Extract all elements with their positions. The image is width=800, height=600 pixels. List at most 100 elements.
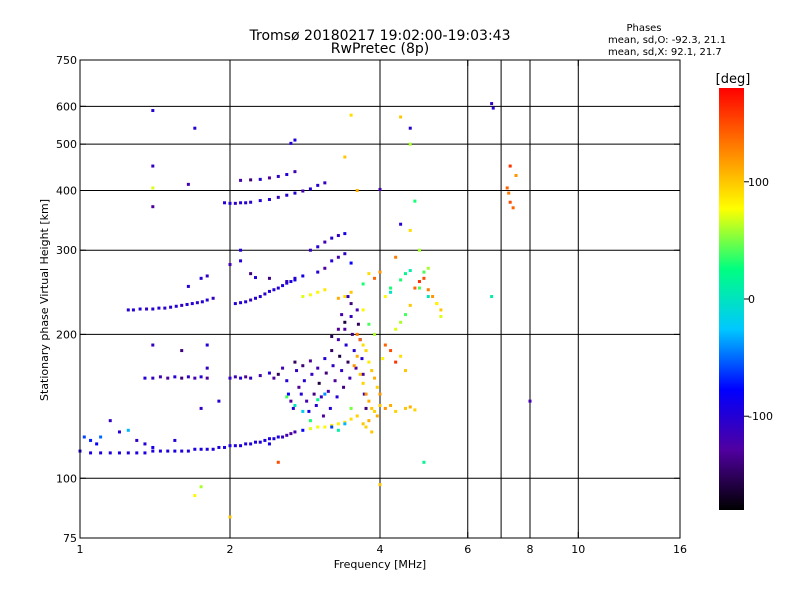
echo-point	[291, 406, 295, 410]
echo-point	[244, 375, 248, 379]
echo-point	[151, 164, 155, 168]
y-tick-label: 500	[56, 138, 77, 151]
echo-point	[336, 255, 340, 259]
y-tick-label: 300	[56, 244, 77, 257]
echo-point	[330, 423, 334, 427]
phases-x-line: mean, sd,X: 92.1, 21.7	[608, 47, 722, 58]
colorbar-tick-label: 100	[748, 176, 769, 189]
echo-point	[343, 327, 347, 331]
echo-point	[258, 177, 262, 181]
echo-point	[108, 451, 112, 455]
echo-point	[233, 444, 237, 448]
echo-point	[276, 195, 280, 199]
echo-point	[349, 290, 353, 294]
echo-point	[131, 308, 135, 312]
echo-point	[417, 280, 421, 284]
echo-point	[143, 451, 147, 455]
x-tick-label: 2	[227, 543, 234, 556]
echo-point	[364, 392, 368, 396]
echo-point	[399, 115, 403, 119]
echo-point	[319, 395, 323, 399]
y-tick-label: 75	[63, 532, 77, 545]
echo-point	[439, 314, 443, 318]
echo-point	[163, 306, 167, 310]
echo-point	[135, 451, 139, 455]
echo-point	[193, 126, 197, 130]
x-tick-label: 10	[571, 543, 585, 556]
echo-point	[180, 349, 184, 353]
echo-point	[293, 403, 297, 407]
y-tick-label: 400	[56, 184, 77, 197]
echo-point	[330, 425, 334, 429]
echo-point	[383, 343, 387, 347]
echo-point	[289, 280, 293, 284]
y-axis-label: Stationary phase Virtual Height [km]	[38, 199, 51, 401]
echo-point	[126, 308, 130, 312]
echo-point	[349, 302, 353, 306]
echo-point	[370, 369, 374, 373]
echo-point	[417, 286, 421, 290]
echo-point	[352, 349, 356, 353]
echo-point	[364, 425, 368, 429]
echo-point	[417, 248, 421, 252]
echo-point	[355, 308, 359, 312]
echo-point	[335, 395, 339, 399]
echo-point	[151, 445, 155, 449]
echo-point	[316, 290, 320, 294]
echo-point	[205, 447, 209, 451]
echo-point	[378, 187, 382, 191]
echo-point	[330, 349, 334, 353]
echo-point	[439, 308, 443, 312]
phases-o-line: mean, sd,O: -92.3, 21.1	[608, 35, 726, 46]
echo-point	[285, 173, 289, 177]
echo-point	[276, 460, 280, 464]
echo-point	[355, 414, 359, 418]
echo-point	[301, 274, 305, 278]
echo-point	[399, 222, 403, 226]
echo-point	[293, 191, 297, 195]
echo-point	[233, 375, 237, 379]
echo-point	[143, 376, 147, 380]
echo-point	[244, 442, 248, 446]
echo-point	[408, 126, 412, 130]
echo-point	[193, 447, 197, 451]
echo-point	[312, 392, 316, 396]
echo-point	[228, 515, 232, 519]
x-tick-label: 6	[464, 543, 471, 556]
echo-point	[239, 301, 243, 305]
echo-point	[348, 376, 352, 380]
echo-point	[138, 307, 142, 311]
echo-point	[151, 343, 155, 347]
echo-point	[190, 302, 194, 306]
echo-point	[200, 300, 204, 304]
echo-point	[408, 228, 412, 232]
echo-point	[249, 442, 253, 446]
echo-point	[316, 183, 320, 187]
echo-point	[272, 376, 276, 380]
echo-point	[253, 296, 257, 300]
echo-point	[186, 284, 190, 288]
echo-point	[276, 286, 280, 290]
echo-point	[267, 276, 271, 280]
colorbar-tick-label: -100	[748, 410, 773, 423]
echo-point	[244, 300, 248, 304]
echo-point	[331, 364, 335, 368]
echo-point	[491, 106, 495, 110]
colorbar-ticks: 100 0 -100	[744, 176, 773, 423]
echo-point	[399, 278, 403, 282]
echo-point	[151, 109, 155, 113]
echo-point	[375, 385, 379, 389]
echo-point	[285, 280, 289, 284]
echo-point	[355, 332, 359, 336]
echo-point	[267, 371, 271, 375]
echo-point	[301, 364, 305, 368]
echo-point	[166, 449, 170, 453]
echo-point	[89, 451, 93, 455]
echo-point	[217, 399, 221, 403]
echo-point	[151, 186, 155, 190]
echo-point	[514, 173, 518, 177]
echo-point	[285, 433, 289, 437]
echo-point	[193, 376, 197, 380]
echo-point	[343, 295, 347, 299]
echo-point	[378, 392, 382, 396]
